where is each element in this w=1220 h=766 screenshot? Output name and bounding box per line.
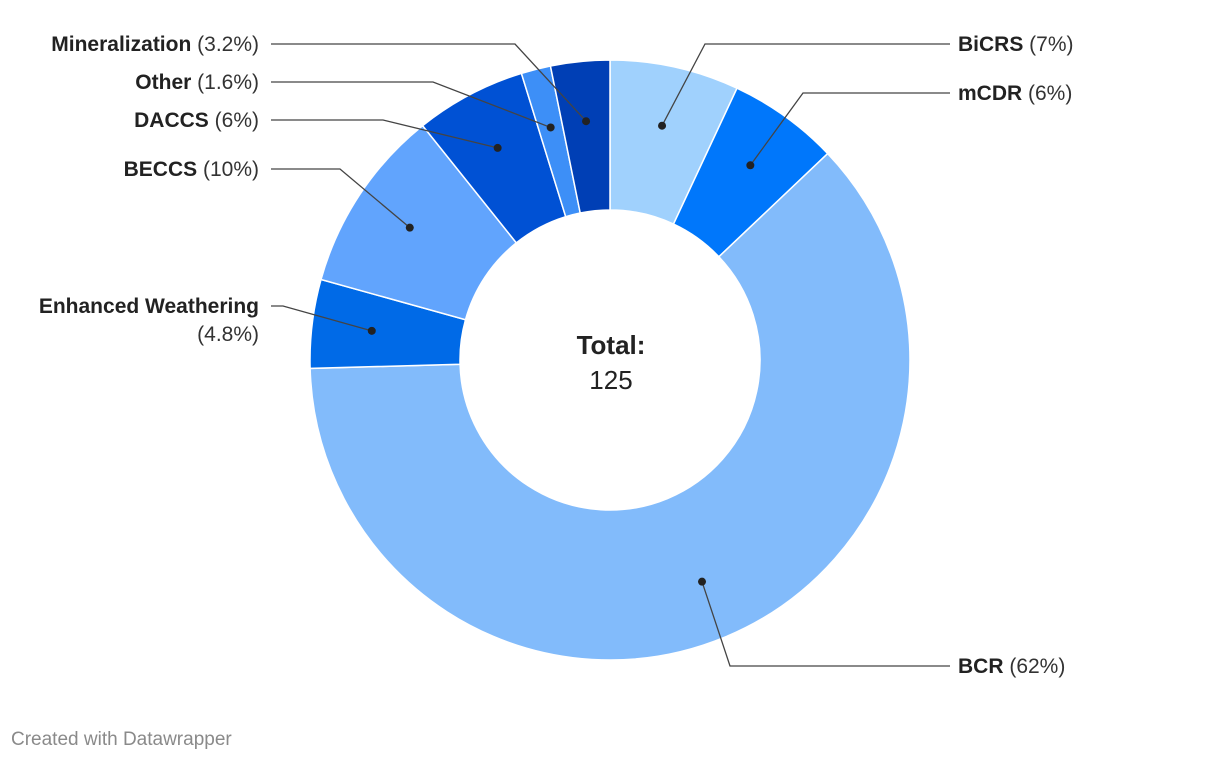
anchor-dot-enhanced-weathering <box>367 326 376 335</box>
slice-label-bicrs: BiCRS (7%) <box>958 33 1074 56</box>
slice-label-percent: (6%) <box>1022 82 1072 105</box>
leader-line-other <box>271 81 551 129</box>
anchor-dot-other <box>546 123 555 132</box>
slice-label-percent: (4.8%) <box>197 323 259 346</box>
slice-label-name: BiCRS <box>958 33 1023 56</box>
center-total-title: Total: <box>577 330 646 360</box>
anchor-dot-mcdr <box>746 161 755 170</box>
slice-label-name: Enhanced Weathering <box>39 295 259 318</box>
slice-label-other: Other (1.6%) <box>135 71 259 94</box>
leader-line-enhanced-weathering <box>271 305 372 332</box>
leader-line-mineralization <box>271 43 587 122</box>
slice-label-mineralization: Mineralization (3.2%) <box>51 33 259 56</box>
slice-label-name: mCDR <box>958 82 1022 105</box>
slice-label-percent: (1.6%) <box>191 71 259 94</box>
slice-label-bcr: BCR (62%) <box>958 655 1065 678</box>
leader-line-daccs <box>271 119 498 149</box>
slice-label-name: BECCS <box>124 158 198 181</box>
slice-label-beccs: BECCS (10%) <box>124 158 259 181</box>
slice-label-daccs: DACCS (6%) <box>134 109 259 132</box>
anchor-dot-beccs <box>405 223 414 232</box>
slice-label-percent: (7%) <box>1023 33 1073 56</box>
leader-line-bicrs <box>661 43 950 127</box>
datawrapper-credit: Created with Datawrapper <box>11 729 232 750</box>
leader-line-bcr <box>701 581 950 667</box>
slice-bcr <box>309 152 911 661</box>
leader-lines <box>271 43 950 667</box>
slice-label-mcdr: mCDR (6%) <box>958 82 1072 105</box>
slice-label-enhanced-weathering: Enhanced Weathering (4.8%) <box>39 295 259 346</box>
slice-label-name: Mineralization <box>51 33 191 56</box>
anchor-dot-bicrs <box>658 121 667 130</box>
slice-labels: BiCRS (7%) mCDR (6%) BCR (62%) Enhanced Wea… <box>39 33 1074 678</box>
slice-label-percent: (10%) <box>197 158 259 181</box>
slice-label-percent: (62%) <box>1004 655 1066 678</box>
slice-label-name: BCR <box>958 655 1004 678</box>
slice-label-name: Other <box>135 71 191 94</box>
leader-line-beccs <box>271 168 411 229</box>
leader-line-mcdr <box>749 92 950 166</box>
slice-label-name: DACCS <box>134 109 209 132</box>
anchor-dot-daccs <box>493 143 502 152</box>
anchor-dot-bcr <box>698 577 707 586</box>
slice-label-percent: (6%) <box>209 109 259 132</box>
slice-label-percent: (3.2%) <box>191 33 259 56</box>
anchor-dot-mineralization <box>582 117 591 126</box>
center-total-value: 125 <box>589 365 632 395</box>
donut-slices <box>309 59 911 661</box>
